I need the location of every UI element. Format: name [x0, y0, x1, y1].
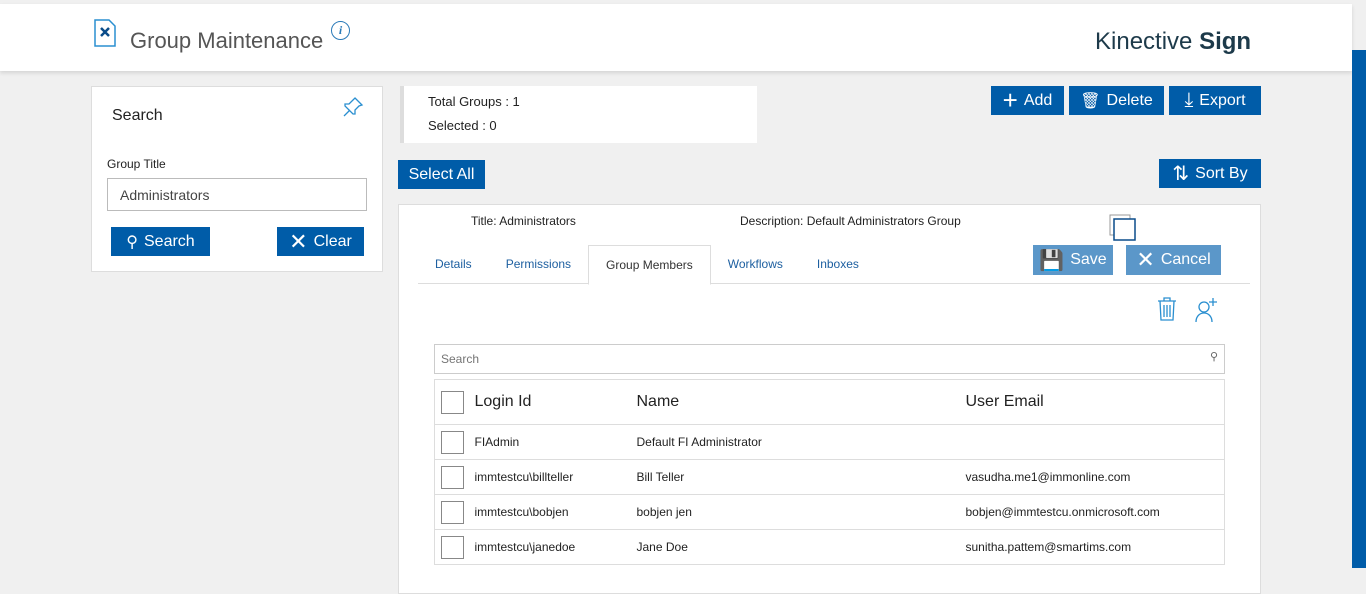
table-header: Login Id Name User Email — [434, 379, 1225, 425]
select-all-checkbox[interactable] — [441, 390, 464, 414]
tab-details[interactable]: Details — [435, 257, 472, 271]
summary-box: Total Groups : 1 Selected : 0 — [400, 86, 757, 143]
selected-count: Selected : 0 — [428, 118, 497, 133]
search-panel-title: Search — [112, 107, 163, 124]
column-name[interactable]: Name — [636, 379, 966, 425]
members-table: Login Id Name User Email FIAdmin Default … — [434, 379, 1225, 565]
scrollbar[interactable] — [1352, 50, 1366, 568]
select-all-button[interactable]: Select All — [398, 160, 485, 189]
tab-permissions[interactable]: Permissions — [505, 257, 572, 271]
group-title: Title: Administrators — [471, 214, 576, 228]
group-tabs: Details Permissions Group Members Workfl… — [418, 245, 1250, 285]
download-icon: ⤓ — [1184, 89, 1194, 111]
search-panel: Search Group Title ⚲Search ✕Clear — [91, 86, 383, 272]
group-title-label: Group Title — [107, 157, 166, 171]
brand-logo: Kinective Sign — [1095, 28, 1252, 55]
app-header: Group Maintenance i Kinective Sign — [0, 4, 1352, 71]
close-icon: ✕ — [1136, 247, 1155, 272]
row-checkbox[interactable] — [441, 535, 464, 559]
save-button[interactable]: 💾 Save — [1033, 245, 1113, 275]
tab-workflows[interactable]: Workflows — [727, 257, 783, 271]
close-icon: ✕ — [289, 228, 308, 254]
info-icon[interactable]: i — [331, 21, 350, 40]
cancel-button[interactable]: ✕ Cancel — [1126, 245, 1221, 275]
tab-inboxes[interactable]: Inboxes — [816, 257, 859, 271]
table-row[interactable]: FIAdmin Default FI Administrator — [434, 424, 1225, 460]
search-button[interactable]: ⚲ Search — [111, 227, 210, 256]
column-user-email[interactable]: User Email — [965, 379, 1225, 425]
row-checkbox[interactable] — [441, 500, 464, 524]
copy-icon[interactable] — [1109, 214, 1137, 242]
sort-icon: ⇅ — [1172, 163, 1190, 185]
remove-member-icon[interactable] — [1156, 296, 1178, 322]
clear-button[interactable]: ✕ Clear — [277, 227, 364, 256]
table-row[interactable]: immtestcu\janedoe Jane Doe sunitha.pattem@… — [434, 529, 1225, 565]
column-login-id[interactable]: Login Id — [474, 379, 637, 425]
plus-icon: + — [1002, 85, 1018, 115]
table-row[interactable]: immtestcu\billteller Bill Teller vasudha.m… — [434, 459, 1225, 495]
export-button[interactable]: ⤓ Export — [1169, 86, 1261, 115]
save-icon: 💾 — [1039, 249, 1065, 272]
members-search-input[interactable] — [434, 344, 1225, 374]
search-icon: ⚲ — [1210, 351, 1219, 363]
search-icon: ⚲ — [126, 233, 138, 251]
add-member-icon[interactable] — [1194, 296, 1220, 324]
group-title-input[interactable] — [107, 178, 367, 211]
row-checkbox[interactable] — [441, 465, 464, 489]
page-title: Group Maintenance — [130, 28, 324, 53]
group-description: Description: Default Administrators Grou… — [740, 214, 961, 228]
pin-icon[interactable] — [341, 95, 365, 119]
total-groups: Total Groups : 1 — [428, 94, 520, 109]
row-checkbox[interactable] — [441, 430, 464, 454]
tools-document-icon — [94, 19, 116, 47]
delete-button[interactable]: 🗑 Delete — [1069, 86, 1164, 115]
trash-icon: 🗑 — [1080, 92, 1101, 110]
add-button[interactable]: + Add — [991, 85, 1064, 115]
sort-by-button[interactable]: ⇅ Sort By — [1159, 159, 1261, 188]
table-row[interactable]: immtestcu\bobjen bobjen jen bobjen@immtest… — [434, 494, 1225, 530]
tab-group-members[interactable]: Group Members — [588, 245, 711, 285]
